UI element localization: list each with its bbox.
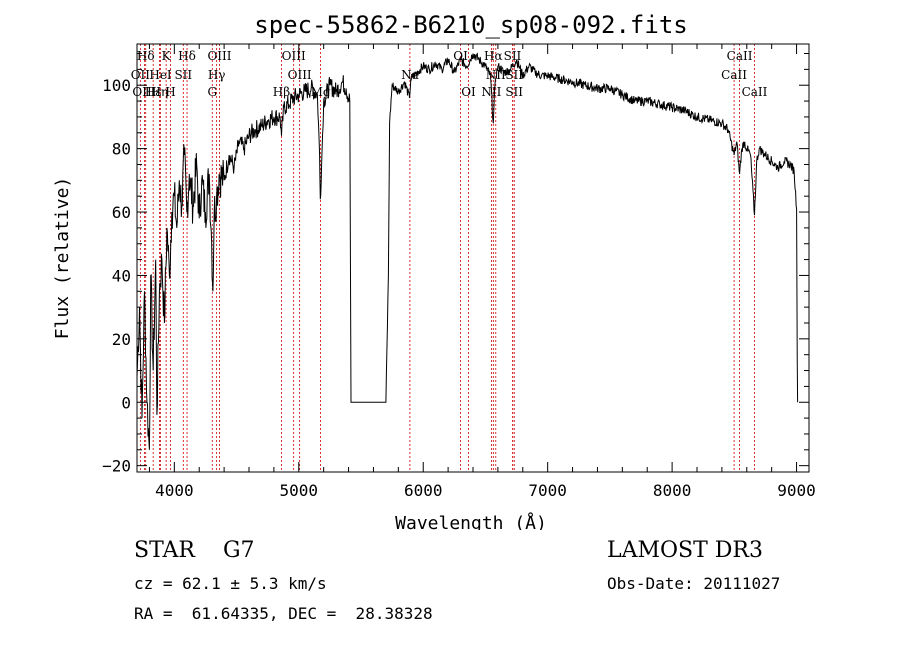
line-marker-label: G — [207, 85, 217, 99]
line-marker-label: Hγ — [208, 68, 226, 82]
line-marker-label: Hδ — [137, 49, 155, 63]
y-tick-label: 100 — [102, 76, 131, 95]
line-marker-label: Hα — [484, 49, 503, 63]
x-axis-ticks: 4000 5000 6000 7000 8000 9000 — [148, 44, 816, 500]
y-tick-label: 80 — [112, 140, 131, 159]
y-tick-label: 40 — [112, 266, 131, 285]
line-marker-label: Hδ — [178, 49, 196, 63]
y-tick-label: −20 — [102, 457, 131, 476]
line-marker-label: OIII — [288, 68, 312, 82]
line-marker-label: CaII — [721, 68, 747, 82]
y-axis-ticks: −20 0 20 40 60 80 100 — [102, 53, 809, 476]
x-tick-label: 7000 — [528, 481, 567, 500]
line-marker-label: CaII — [727, 49, 753, 63]
y-axis-label: Flux (relative) — [52, 177, 73, 340]
y-tick-label: 60 — [112, 203, 131, 222]
redshift-velocity: cz = 62.1 ± 5.3 km/s — [134, 574, 327, 593]
line-marker-label: OIII — [132, 85, 156, 99]
line-marker-label: OI — [461, 85, 476, 99]
line-marker-label: CaII — [742, 85, 768, 99]
survey-name: LAMOST DR3 — [607, 538, 763, 563]
x-tick-label: 5000 — [280, 481, 319, 500]
line-marker-label: OIII — [207, 49, 231, 63]
x-tick-label: 6000 — [404, 481, 443, 500]
x-tick-label: 8000 — [653, 481, 692, 500]
line-marker-label: OII — [131, 68, 151, 82]
line-marker-label: OI — [453, 49, 468, 63]
line-marker-label: K — [162, 49, 172, 63]
line-marker-label: Hε — [145, 85, 162, 99]
object-class: STAR G7 — [134, 538, 255, 563]
line-marker-label: H — [165, 85, 175, 99]
observation-date: Obs-Date: 20111027 — [607, 574, 781, 593]
chart-title: spec-55862-B6210_sp08-092.fits — [254, 11, 687, 39]
spectrum-line — [136, 52, 799, 450]
plot-frame — [136, 43, 810, 473]
y-tick-label: 0 — [121, 393, 131, 412]
line-marker-label: Na — [401, 68, 419, 82]
spectrum-series — [136, 52, 799, 450]
ra-dec-coordinates: RA = 61.64335, DEC = 28.38328 — [134, 604, 433, 623]
x-tick-label: 9000 — [777, 481, 816, 500]
line-marker-label: Hη — [151, 85, 169, 99]
line-marker-label: SII — [504, 49, 522, 63]
line-markers — [139, 44, 755, 472]
x-axis-label: Wavelength (Å) — [395, 512, 547, 530]
x-tick-label: 4000 — [155, 481, 194, 500]
line-marker-label: SII — [505, 85, 523, 99]
line-marker-label: HeI — [149, 68, 172, 82]
line-marker-label: OIII — [282, 49, 306, 63]
line-marker-label: Hβ — [273, 85, 290, 99]
line-marker-label: SII — [174, 68, 192, 82]
y-tick-label: 20 — [112, 330, 131, 349]
